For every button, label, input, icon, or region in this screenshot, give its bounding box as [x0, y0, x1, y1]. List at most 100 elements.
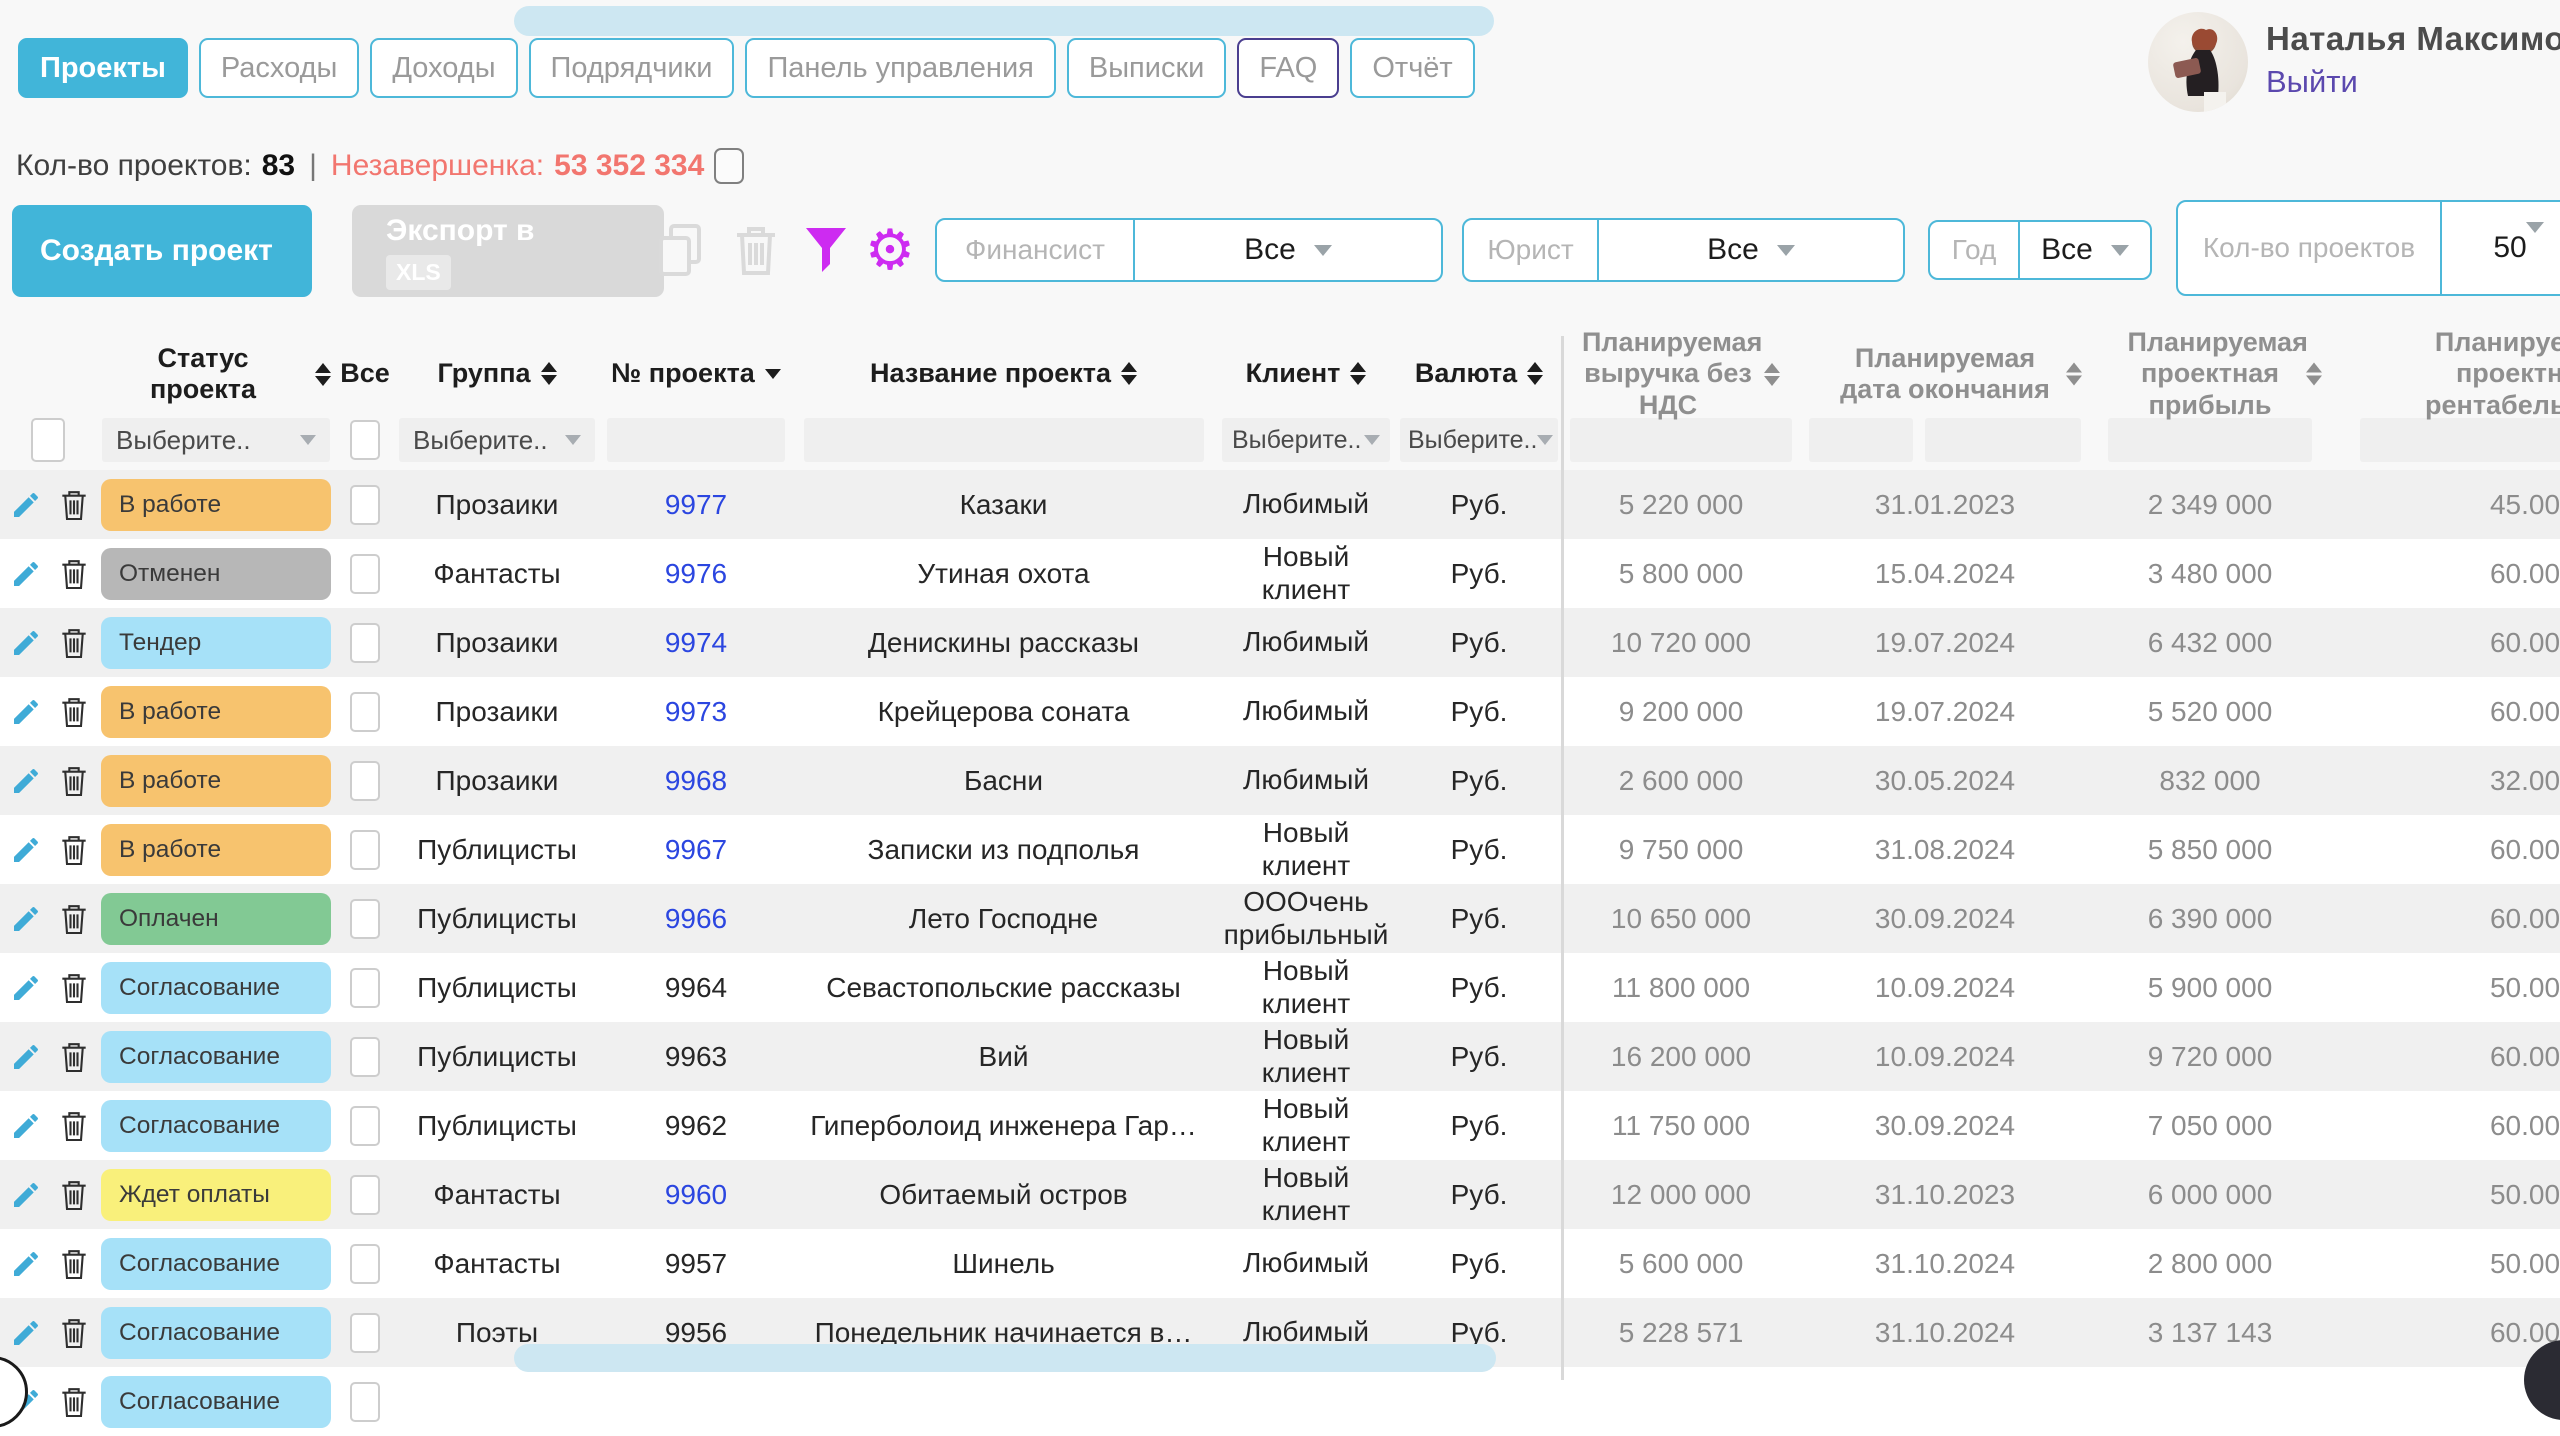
all-checkbox[interactable]	[350, 420, 380, 460]
col-header-number[interactable]: № проекта	[601, 358, 791, 389]
col-header-currency[interactable]: Валюта	[1396, 358, 1562, 389]
number-filter-input[interactable]	[607, 418, 785, 462]
col-header-profit[interactable]: Планируемая проектная прибыль	[2090, 327, 2330, 420]
margin-filter-input[interactable]	[2360, 418, 2560, 462]
sort-icon[interactable]	[541, 362, 557, 385]
sort-icon[interactable]	[2066, 363, 2082, 386]
row-checkbox[interactable]	[350, 968, 380, 1008]
delete-trash-icon[interactable]	[56, 1383, 92, 1421]
tab-income[interactable]: Доходы	[370, 38, 517, 98]
col-header-margin[interactable]: Планируемая проектная рентабельность	[2330, 327, 2560, 420]
profit-filter-input[interactable]	[2108, 418, 2312, 462]
lawyer-filter[interactable]: Юрист Все	[1462, 218, 1905, 282]
filter-funnel-icon[interactable]	[798, 222, 854, 278]
col-header-group[interactable]: Группа	[393, 358, 601, 389]
delete-trash-icon[interactable]	[56, 486, 92, 524]
project-number[interactable]: 9977	[665, 489, 727, 521]
col-header-name[interactable]: Название проекта	[791, 358, 1216, 389]
row-checkbox[interactable]	[350, 1313, 380, 1353]
status-filter-dropdown[interactable]: Выберите..	[102, 418, 330, 462]
project-number[interactable]: 9960	[665, 1179, 727, 1211]
avatar[interactable]	[2148, 12, 2248, 112]
project-number[interactable]: 9973	[665, 696, 727, 728]
currency-filter-dropdown[interactable]: Выберите..	[1400, 418, 1558, 462]
delete-trash-icon[interactable]	[56, 762, 92, 800]
col-header-revenue[interactable]: Планируемая выручка без НДС	[1562, 327, 1800, 420]
revenue-filter-input[interactable]	[1570, 418, 1792, 462]
col-header-client[interactable]: Клиент	[1216, 358, 1396, 389]
edit-pencil-icon[interactable]	[8, 693, 44, 731]
sort-icon[interactable]	[2306, 363, 2322, 386]
delete-trash-icon[interactable]	[56, 1107, 92, 1145]
edit-pencil-icon[interactable]	[8, 900, 44, 938]
edit-pencil-icon[interactable]	[8, 1245, 44, 1283]
sort-icon[interactable]	[1121, 362, 1137, 385]
tab-control-panel[interactable]: Панель управления	[745, 38, 1055, 98]
tab-faq[interactable]: FAQ	[1237, 38, 1339, 98]
delete-trash-icon[interactable]	[56, 831, 92, 869]
row-checkbox[interactable]	[350, 830, 380, 870]
tab-projects[interactable]: Проекты	[18, 38, 188, 98]
delete-trash-icon[interactable]	[56, 624, 92, 662]
row-checkbox[interactable]	[350, 1175, 380, 1215]
projects-per-page-filter[interactable]: Кол-во проектов 50	[2176, 200, 2560, 296]
row-checkbox[interactable]	[350, 899, 380, 939]
sort-icon[interactable]	[1350, 362, 1366, 385]
tab-statements[interactable]: Выписки	[1067, 38, 1226, 98]
tab-report[interactable]: Отчёт	[1350, 38, 1474, 98]
delete-trash-icon[interactable]	[56, 1314, 92, 1352]
edit-pencil-icon[interactable]	[8, 1176, 44, 1214]
client-filter-dropdown[interactable]: Выберите..	[1222, 418, 1390, 462]
financist-filter[interactable]: Финансист Все	[935, 218, 1443, 282]
row-checkbox[interactable]	[350, 1382, 380, 1422]
edit-pencil-icon[interactable]	[8, 1038, 44, 1076]
row-checkbox[interactable]	[350, 761, 380, 801]
edit-pencil-icon[interactable]	[8, 1314, 44, 1352]
edit-pencil-icon[interactable]	[8, 831, 44, 869]
edit-pencil-icon[interactable]	[8, 624, 44, 662]
delete-trash-icon[interactable]	[56, 1038, 92, 1076]
gear-icon[interactable]: ⚙	[862, 222, 918, 278]
copy-icon[interactable]	[652, 222, 708, 278]
delete-trash-icon[interactable]	[56, 1176, 92, 1214]
col-header-end-date[interactable]: Планируемая дата окончания	[1800, 343, 2090, 405]
project-number[interactable]: 9967	[665, 834, 727, 866]
sort-icon[interactable]	[1527, 362, 1543, 385]
row-checkbox[interactable]	[350, 692, 380, 732]
horizontal-scrollbar-top[interactable]	[514, 6, 1494, 36]
project-number[interactable]: 9974	[665, 627, 727, 659]
delete-trash-icon[interactable]	[56, 693, 92, 731]
year-filter[interactable]: Год Все	[1928, 220, 2152, 280]
edit-pencil-icon[interactable]	[8, 969, 44, 1007]
project-number[interactable]: 9968	[665, 765, 727, 797]
logout-link[interactable]: Выйти	[2266, 64, 2358, 100]
row-checkbox[interactable]	[350, 1037, 380, 1077]
row-checkbox[interactable]	[350, 1106, 380, 1146]
project-number[interactable]: 9976	[665, 558, 727, 590]
sort-icon[interactable]	[315, 363, 331, 386]
delete-trash-icon[interactable]	[56, 1245, 92, 1283]
tab-contractors[interactable]: Подрядчики	[529, 38, 735, 98]
horizontal-scrollbar-bottom[interactable]	[514, 1344, 1496, 1372]
edit-pencil-icon[interactable]	[8, 555, 44, 593]
project-number[interactable]: 9966	[665, 903, 727, 935]
row-checkbox[interactable]	[350, 485, 380, 525]
group-filter-dropdown[interactable]: Выберите..	[399, 418, 595, 462]
unfinished-checkbox[interactable]	[714, 148, 744, 184]
delete-trash-icon[interactable]	[56, 900, 92, 938]
end-date-from-input[interactable]	[1809, 418, 1913, 462]
create-project-button[interactable]: Создать проект	[12, 205, 312, 297]
end-date-to-input[interactable]	[1925, 418, 2081, 462]
edit-pencil-icon[interactable]	[8, 762, 44, 800]
sort-icon[interactable]	[1764, 363, 1780, 386]
edit-pencil-icon[interactable]	[8, 1107, 44, 1145]
row-checkbox[interactable]	[350, 554, 380, 594]
delete-trash-icon[interactable]	[56, 555, 92, 593]
row-checkbox[interactable]	[350, 623, 380, 663]
row-checkbox[interactable]	[350, 1244, 380, 1284]
col-header-status[interactable]: Статус проекта	[95, 343, 337, 405]
name-filter-input[interactable]	[804, 418, 1204, 462]
sort-desc-icon[interactable]	[765, 369, 781, 379]
edit-pencil-icon[interactable]	[8, 486, 44, 524]
tab-expenses[interactable]: Расходы	[199, 38, 359, 98]
